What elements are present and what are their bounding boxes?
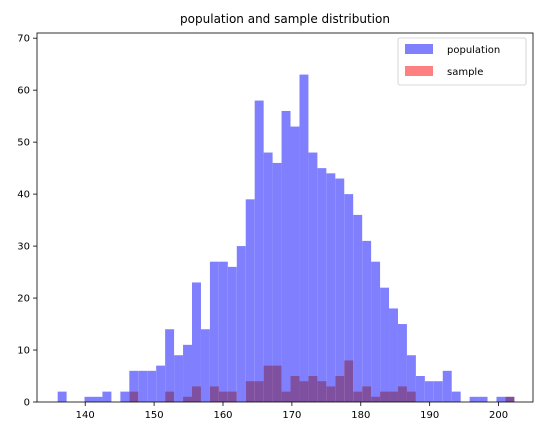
sample-bar-25 [353, 391, 363, 402]
y-tick-label-60: 60 [17, 86, 30, 97]
x-tick-label-200: 200 [489, 410, 508, 421]
population-bar-49 [496, 396, 506, 402]
sample-bar-21 [317, 381, 327, 402]
y-tick-label-10: 10 [17, 346, 30, 357]
population-bar-11 [156, 365, 166, 402]
y-tick-label-40: 40 [17, 190, 30, 201]
sample-bar-18 [290, 376, 300, 402]
x-tick-label-170: 170 [282, 410, 301, 421]
population-bar-44 [451, 391, 461, 402]
x-tick-label-180: 180 [351, 410, 370, 421]
sample-bar-4 [165, 391, 175, 402]
sample-bar-24 [344, 360, 354, 402]
population-bar-37 [389, 308, 398, 402]
population-bar-3 [84, 396, 94, 402]
sample-bar-26 [362, 386, 372, 402]
population-bar-4 [93, 396, 103, 402]
population-bar-16 [200, 329, 210, 402]
sample-bar-15 [263, 365, 273, 402]
population-bar-26 [290, 126, 300, 403]
legend-swatch-population [405, 44, 433, 54]
sample-bar-20 [308, 376, 318, 402]
sample-bar-9 [209, 386, 219, 402]
population-bar-31 [335, 178, 345, 402]
population-bar-8 [129, 370, 139, 402]
legend: population sample [397, 37, 527, 86]
population-bar-36 [380, 287, 390, 402]
sample-bar-11 [227, 391, 237, 402]
population-bar-47 [478, 396, 488, 402]
sample-bar-28 [380, 391, 390, 402]
sample-bar-31 [406, 391, 416, 402]
population-bar-25 [281, 110, 291, 403]
population-bar-7 [120, 391, 130, 402]
x-axis: 140 150 160 170 180 190 200 [76, 402, 508, 421]
population-bar-30 [326, 173, 336, 402]
population-bar-22 [254, 100, 264, 402]
sample-bar-14 [254, 381, 264, 402]
population-bar-9 [138, 370, 148, 402]
sample-bar-16 [272, 365, 282, 402]
y-tick-label-20: 20 [17, 294, 30, 305]
population-bar-20 [236, 246, 246, 402]
population-series [57, 74, 515, 403]
population-bar-24 [272, 162, 282, 402]
population-bar-0 [57, 391, 67, 402]
population-bar-38 [397, 324, 407, 402]
sample-series [129, 360, 515, 402]
sample-bar-10 [218, 391, 228, 402]
y-axis: 0 10 20 30 40 50 60 70 [17, 34, 37, 409]
plot-frame [36, 32, 534, 403]
x-tick-label-140: 140 [76, 410, 95, 421]
y-tick-label-50: 50 [17, 138, 30, 149]
population-bar-35 [371, 261, 381, 402]
population-bar-23 [263, 152, 273, 402]
population-bar-32 [344, 194, 354, 402]
population-bar-17 [209, 261, 219, 402]
population-bar-43 [442, 370, 452, 402]
sample-bar-29 [389, 391, 398, 402]
x-tick-label-160: 160 [213, 410, 232, 421]
x-tick-label-190: 190 [420, 410, 439, 421]
sample-bar-0 [129, 391, 139, 402]
legend-label-population: population [447, 45, 500, 56]
sample-bar-19 [299, 381, 309, 402]
population-bar-29 [317, 168, 327, 402]
sample-bar-42 [505, 396, 515, 402]
legend-label-sample: sample [447, 67, 483, 78]
sample-bar-6 [183, 396, 192, 402]
population-bar-28 [308, 152, 318, 402]
sample-bar-13 [245, 381, 255, 402]
population-bar-18 [218, 261, 228, 402]
population-bar-21 [245, 199, 255, 402]
sample-bar-17 [281, 391, 291, 402]
sample-bar-27 [371, 396, 381, 402]
x-tick-label-150: 150 [145, 410, 164, 421]
population-bar-46 [469, 396, 479, 402]
population-bar-13 [174, 355, 184, 402]
sample-bar-22 [326, 386, 336, 402]
population-bar-5 [102, 391, 112, 402]
y-tick-label-70: 70 [17, 34, 30, 45]
y-tick-label-30: 30 [17, 242, 30, 253]
y-tick-label-0: 0 [24, 398, 30, 409]
population-bar-12 [165, 329, 175, 402]
sample-bar-23 [335, 376, 345, 402]
population-bar-10 [147, 370, 157, 402]
population-bar-40 [415, 376, 425, 402]
population-bar-14 [183, 344, 192, 402]
population-bar-39 [406, 355, 416, 402]
population-bar-33 [353, 214, 363, 402]
population-bar-42 [433, 381, 443, 402]
population-bar-19 [227, 266, 237, 402]
chart-title: population and sample distribution [180, 12, 390, 26]
sample-bar-7 [192, 386, 201, 402]
legend-swatch-sample [405, 66, 433, 76]
population-bar-34 [362, 240, 372, 402]
population-bar-15 [192, 282, 201, 402]
sample-bar-30 [397, 386, 407, 402]
population-bar-27 [299, 74, 309, 402]
population-bar-41 [424, 381, 434, 402]
